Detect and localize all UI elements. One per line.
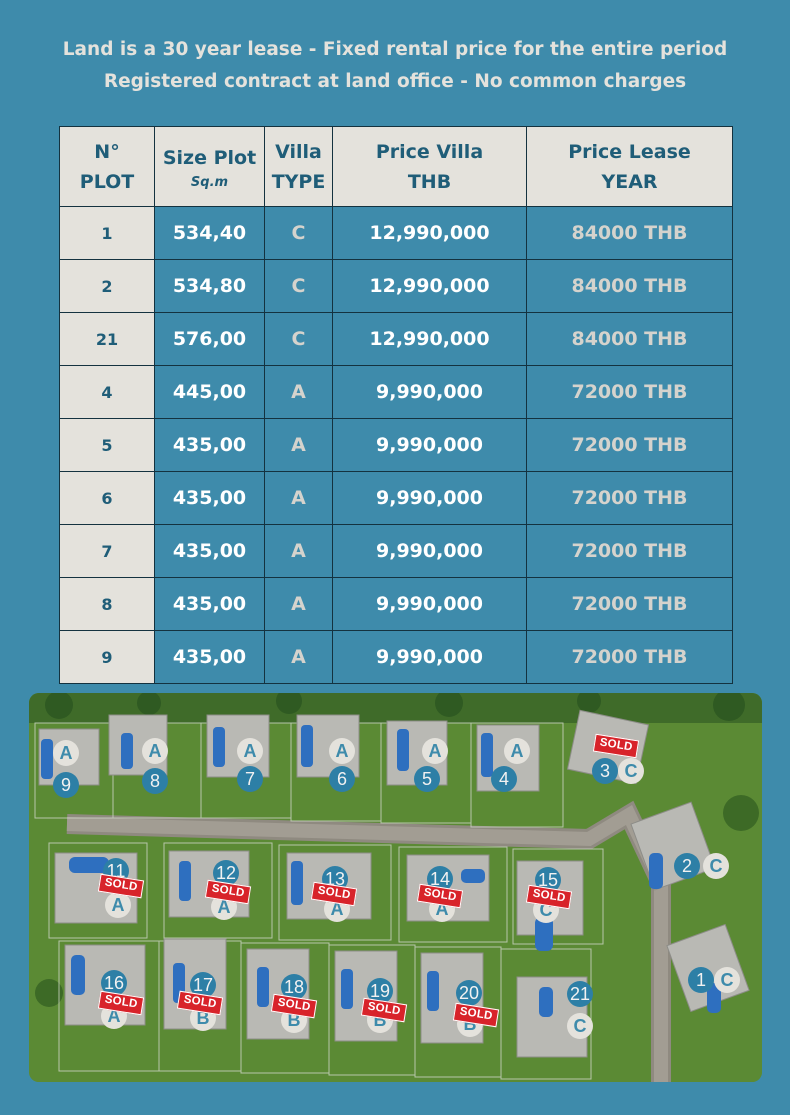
villa-type-marker: A — [237, 738, 263, 764]
cell-price-villa: 9,990,000 — [332, 577, 527, 631]
plot-number-marker: 1 — [688, 967, 714, 993]
villa-type-marker: A — [422, 738, 448, 764]
plot-number-marker: 3 — [592, 758, 618, 784]
cell-plot-number: 9 — [59, 630, 155, 684]
cell-price-lease: 72000 THB — [526, 471, 733, 525]
cell-villa-type: C — [264, 259, 333, 313]
villa-type-marker: A — [53, 740, 79, 766]
lease-terms-line-2: Registered contract at land office - No … — [103, 71, 687, 92]
cell-plot-number: 1 — [59, 206, 155, 260]
cell-price-villa: 12,990,000 — [332, 312, 527, 366]
cell-villa-type: A — [264, 630, 333, 684]
plot-number-marker: 8 — [142, 768, 168, 794]
cell-villa-type: A — [264, 471, 333, 525]
cell-price-villa: 9,990,000 — [332, 524, 527, 578]
lease-terms-headline: Land is a 30 year lease - Fixed rental p… — [0, 34, 790, 98]
cell-villa-type: A — [264, 577, 333, 631]
villa-type-marker: C — [703, 853, 729, 879]
cell-size-plot: 445,00 — [154, 365, 265, 419]
table-row: 9 435,00 A 9,990,000 72000 THB — [59, 630, 733, 684]
cell-price-villa: 9,990,000 — [332, 630, 527, 684]
villa-type-marker: C — [714, 967, 740, 993]
cell-plot-number: 7 — [59, 524, 155, 578]
plot-number-marker: 9 — [53, 772, 79, 798]
header-price-villa: Price Villa THB — [332, 126, 527, 207]
table-row: 6 435,00 A 9,990,000 72000 THB — [59, 471, 733, 525]
cell-plot-number: 21 — [59, 312, 155, 366]
cell-size-plot: 435,00 — [154, 418, 265, 472]
plot-number-marker: 6 — [329, 766, 355, 792]
villa-type-marker: A — [105, 892, 131, 918]
table-row: 5 435,00 A 9,990,000 72000 THB — [59, 418, 733, 472]
cell-size-plot: 534,40 — [154, 206, 265, 260]
villa-type-marker: A — [142, 738, 168, 764]
cell-price-villa: 12,990,000 — [332, 206, 527, 260]
plot-number-marker: 4 — [491, 766, 517, 792]
header-price-lease: Price Lease YEAR — [526, 126, 733, 207]
villa-type-marker: A — [329, 738, 355, 764]
header-size-plot: Size Plot Sq.m — [154, 126, 265, 207]
cell-size-plot: 435,00 — [154, 524, 265, 578]
table-row: 4 445,00 A 9,990,000 72000 THB — [59, 365, 733, 419]
cell-price-lease: 84000 THB — [526, 312, 733, 366]
cell-villa-type: C — [264, 312, 333, 366]
cell-price-lease: 72000 THB — [526, 365, 733, 419]
plot-number-marker: 5 — [414, 766, 440, 792]
plot-number-marker: 2 — [674, 853, 700, 879]
cell-price-lease: 84000 THB — [526, 206, 733, 260]
table-row: 2 534,80 C 12,990,000 84000 THB — [59, 259, 733, 313]
villa-type-marker: A — [504, 738, 530, 764]
header-plot-number: N° PLOT — [59, 126, 155, 207]
cell-villa-type: A — [264, 418, 333, 472]
cell-size-plot: 576,00 — [154, 312, 265, 366]
cell-plot-number: 2 — [59, 259, 155, 313]
cell-villa-type: A — [264, 524, 333, 578]
table-row: 1 534,40 C 12,990,000 84000 THB — [59, 206, 733, 260]
cell-plot-number: 6 — [59, 471, 155, 525]
cell-price-villa: 9,990,000 — [332, 471, 527, 525]
cell-plot-number: 4 — [59, 365, 155, 419]
cell-price-lease: 72000 THB — [526, 418, 733, 472]
cell-plot-number: 8 — [59, 577, 155, 631]
villa-type-marker: C — [618, 758, 644, 784]
cell-price-lease: 72000 THB — [526, 577, 733, 631]
cell-size-plot: 435,00 — [154, 471, 265, 525]
table-row: 8 435,00 A 9,990,000 72000 THB — [59, 577, 733, 631]
cell-price-lease: 72000 THB — [526, 630, 733, 684]
cell-size-plot: 534,80 — [154, 259, 265, 313]
plot-number-marker: 19 — [367, 978, 393, 1004]
cell-size-plot: 435,00 — [154, 577, 265, 631]
table-header-row: N° PLOT Size Plot Sq.m Villa TYPE Price Vil… — [59, 126, 733, 207]
cell-price-villa: 9,990,000 — [332, 418, 527, 472]
plot-number-marker: 21 — [567, 981, 593, 1007]
lease-terms-line-1: Land is a 30 year lease - Fixed rental p… — [62, 39, 728, 60]
cell-size-plot: 435,00 — [154, 630, 265, 684]
cell-price-lease: 84000 THB — [526, 259, 733, 313]
table-row: 21 576,00 C 12,990,000 84000 THB — [59, 312, 733, 366]
cell-villa-type: C — [264, 206, 333, 260]
cell-price-lease: 72000 THB — [526, 524, 733, 578]
cell-price-villa: 12,990,000 — [332, 259, 527, 313]
cell-villa-type: A — [264, 365, 333, 419]
cell-plot-number: 5 — [59, 418, 155, 472]
header-villa-type: Villa TYPE — [264, 126, 333, 207]
plot-pricing-table: N° PLOT Size Plot Sq.m Villa TYPE Price Vil… — [59, 126, 733, 684]
plot-number-marker: 7 — [237, 766, 263, 792]
site-plan-map: 9 A 8 A 7 A 6 A 5 A 4 A 3 C SOLD 2 C 1 C 11 A SOLD 12 A SOLD 13 A S… — [29, 693, 762, 1082]
table-row: 7 435,00 A 9,990,000 72000 THB — [59, 524, 733, 578]
cell-price-villa: 9,990,000 — [332, 365, 527, 419]
plot-number-marker: 20 — [456, 980, 482, 1006]
villa-type-marker: C — [567, 1013, 593, 1039]
